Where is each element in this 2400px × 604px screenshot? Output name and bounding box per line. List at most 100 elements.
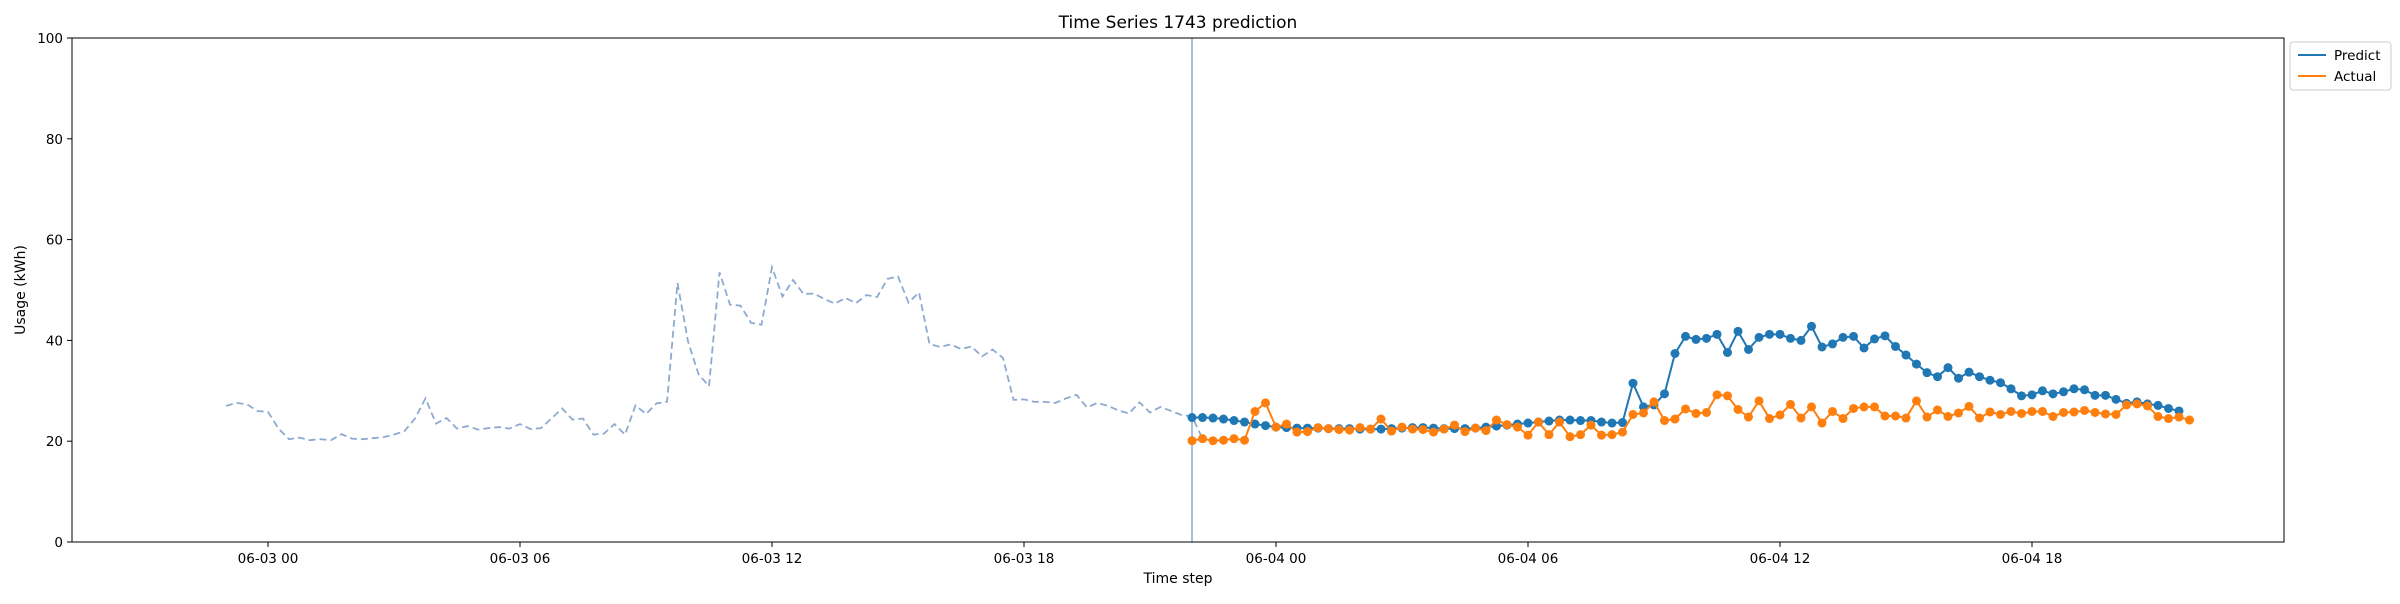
predict-point (1607, 418, 1617, 428)
predict-point (2153, 400, 2163, 410)
actual-point (1765, 414, 1774, 424)
predict-point (1376, 424, 1386, 434)
actual-point (2153, 412, 2163, 421)
actual-point (1471, 423, 1480, 433)
predict-point (2164, 403, 2173, 413)
predict-point (2027, 390, 2037, 400)
predict-point (1786, 333, 1795, 343)
actual-point (1754, 396, 1764, 406)
actual-point (1460, 427, 1470, 437)
predict-point (1723, 348, 1732, 357)
actual-point (1187, 436, 1197, 446)
predict-point (1964, 367, 1974, 377)
actual-point (2174, 412, 2184, 422)
y-tick-label: 80 (46, 132, 63, 148)
y-axis: 0 20 40 60 80 100 (37, 31, 72, 551)
actual-point (1723, 391, 1732, 401)
y-tick-label: 40 (46, 333, 63, 349)
actual-point (1523, 430, 1533, 440)
x-tick-label: 06-04 12 (1750, 551, 1811, 567)
predict-point (1702, 333, 1711, 343)
plot-frame (71, 37, 2285, 543)
actual-point (1807, 402, 1816, 412)
actual-point (1660, 416, 1669, 426)
actual-point (1565, 432, 1575, 442)
actual-point (1544, 430, 1554, 440)
predict-point (1838, 332, 1848, 342)
actual-point (2006, 406, 2016, 416)
predict-point (1628, 378, 1638, 388)
actual-point (1607, 430, 1617, 440)
actual-point (1996, 409, 2005, 419)
actual-point (1786, 399, 1795, 409)
predict-point (1985, 375, 1995, 385)
legend-label-actual: Actual (2334, 69, 2376, 85)
predict-point (1681, 331, 1690, 341)
actual-point (1954, 408, 1963, 418)
actual-point (1450, 420, 1459, 430)
predict-point (1912, 359, 1921, 369)
predict-point (1670, 349, 1680, 358)
actual-point (2132, 399, 2142, 409)
actual-point (1775, 410, 1785, 420)
predict-point (1870, 334, 1879, 344)
x-axis-label: Time step (1143, 571, 1213, 587)
actual-point (1502, 420, 1512, 430)
actual-point (1922, 412, 1932, 422)
predict-point (1208, 413, 1218, 423)
actual-point (1418, 425, 1428, 435)
predict-point (1975, 372, 1984, 382)
predict-point (1219, 414, 1228, 424)
actual-point (2069, 407, 2079, 417)
predict-point (2048, 389, 2058, 399)
predict-point (2017, 391, 2026, 401)
actual-point (1439, 424, 1449, 434)
y-tick-label: 0 (54, 535, 63, 551)
x-tick-label: 06-04 18 (2002, 551, 2063, 567)
y-tick-label: 60 (46, 233, 63, 249)
legend-label-predict: Predict (2334, 48, 2381, 64)
actual-point (1985, 407, 1995, 417)
actual-point (2122, 400, 2131, 410)
predict-point (1817, 342, 1827, 352)
predict-point (1523, 418, 1533, 428)
predict-point (1807, 321, 1816, 331)
actual-point (1628, 409, 1638, 419)
y-axis-label: Usage (kWh) (13, 245, 29, 335)
predict-point (1943, 363, 1953, 373)
predict-point (1229, 416, 1239, 426)
actual-point (1891, 411, 1900, 421)
predict-point (1849, 331, 1858, 341)
predict-point (1954, 373, 1963, 383)
predict-point (1880, 331, 1890, 341)
predict-point (1859, 343, 1869, 353)
actual-point (1324, 424, 1333, 434)
actual-point (1796, 413, 1806, 423)
actual-point (1271, 422, 1281, 432)
actual-point (1576, 430, 1585, 440)
predict-point (1660, 389, 1669, 399)
predict-point (1691, 334, 1701, 344)
actual-point (1964, 401, 1974, 411)
actual-point (1681, 404, 1690, 414)
actual-point (1261, 398, 1270, 408)
actual-point (1481, 426, 1491, 436)
actual-point (1345, 425, 1354, 435)
predict-point (1198, 413, 1207, 423)
predict-point (2069, 384, 2079, 394)
actual-point (1838, 414, 1848, 424)
actual-point (1639, 408, 1648, 418)
actual-point (1733, 404, 1743, 414)
actual-point (1282, 419, 1291, 429)
predict-point (2006, 384, 2016, 394)
predict-point (1744, 344, 1753, 354)
actual-point (2080, 405, 2089, 415)
y-tick-label: 20 (46, 434, 63, 450)
actual-point (1408, 424, 1417, 434)
actual-point (1691, 408, 1701, 418)
actual-point (2111, 409, 2121, 419)
actual-point (1849, 403, 1858, 413)
predict-point (1933, 372, 1942, 382)
actual-point (1534, 417, 1543, 427)
actual-point (2101, 409, 2110, 419)
